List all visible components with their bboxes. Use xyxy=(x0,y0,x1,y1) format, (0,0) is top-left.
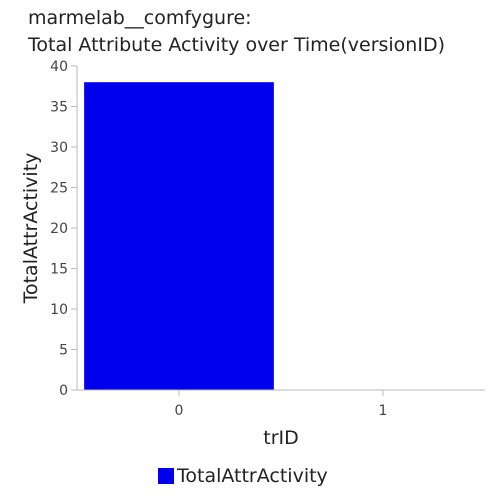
y-tick-label: 0 xyxy=(59,383,68,399)
x-axis-title: trID xyxy=(263,427,299,449)
y-tick-label: 30 xyxy=(50,140,68,156)
y-tick-label: 40 xyxy=(50,59,68,75)
y-axis-ticks: 0 5 10 15 20 25 30 35 40 xyxy=(50,59,77,399)
y-axis-title: TotalAttrActivity xyxy=(20,153,42,305)
legend: TotalAttrActivity xyxy=(158,465,328,487)
x-tick-label: 1 xyxy=(379,403,388,419)
y-tick-label: 25 xyxy=(50,181,68,197)
legend-label-totalattractivity: TotalAttrActivity xyxy=(177,465,328,487)
x-tick-label: 0 xyxy=(175,403,184,419)
legend-swatch-totalattractivity xyxy=(158,468,174,484)
y-tick-label: 5 xyxy=(59,343,68,359)
y-tick-label: 15 xyxy=(50,262,68,278)
y-tick-label: 35 xyxy=(50,100,68,116)
bars xyxy=(84,82,274,390)
bar-0 xyxy=(84,82,274,390)
y-tick-label: 20 xyxy=(50,221,68,237)
y-tick-label: 10 xyxy=(50,302,68,318)
